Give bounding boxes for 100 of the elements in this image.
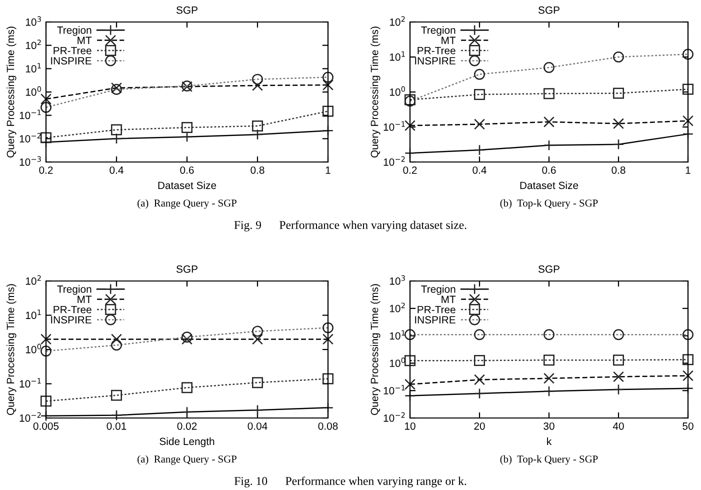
- point: [544, 116, 554, 128]
- text: (a) Range Query - SGP: [138, 199, 236, 209]
- y-axis-title: Query Processing Time (ms): [370, 26, 380, 158]
- text: (a) Range Query - SGP: [138, 455, 236, 465]
- x-tick-label: 0.2: [39, 166, 53, 174]
- y-tick-label: 10$^{−1}$: [384, 121, 405, 131]
- x-tick-label: 1: [686, 166, 690, 174]
- point: [613, 371, 624, 382]
- text: (b) Top-k Query - SGP: [500, 455, 598, 465]
- point: [322, 373, 334, 384]
- point: [252, 80, 263, 91]
- y-tick-label: 10$^{1}$: [26, 310, 41, 320]
- y-tick-label: 10$^{−2}$: [384, 156, 405, 166]
- point: [322, 79, 334, 90]
- point: [474, 388, 485, 400]
- y-tick-label: 10$^{0}$: [390, 86, 406, 96]
- point: [40, 132, 52, 144]
- point: [322, 334, 334, 345]
- legend-label: PR-Tree: [418, 306, 456, 314]
- point: [613, 354, 624, 366]
- point: [40, 396, 52, 407]
- x-tick-label: 0.2: [403, 166, 417, 174]
- y-tick-label: 10$^{2}$: [26, 275, 41, 285]
- legend-label: INSPIRE: [51, 316, 92, 324]
- y-tick-label: 10$^{3}$: [390, 275, 405, 285]
- x-axis-title: Dataset Size: [158, 181, 216, 190]
- x-tick-label: 0.005: [33, 422, 59, 430]
- chart-title: SGP: [176, 265, 198, 273]
- legend-label: MT: [78, 36, 92, 44]
- point: [252, 334, 263, 345]
- x-tick-label: 0.08: [318, 422, 338, 430]
- point: [682, 84, 694, 95]
- x-axis-title: Side Length: [160, 437, 214, 448]
- y-tick-label: 10$^{−1}$: [20, 110, 41, 120]
- legend-label: Tregion: [57, 285, 92, 295]
- y-axis-title: Query Processing Time (ms): [6, 284, 16, 415]
- point: [182, 382, 192, 394]
- legend-label: MT: [78, 296, 92, 303]
- x-tick-label: 0.8: [612, 166, 626, 174]
- point: [322, 106, 334, 117]
- legend-label: INSPIRE: [415, 57, 456, 65]
- y-tick-label: 10$^{2}$: [390, 302, 405, 312]
- point: [252, 377, 263, 388]
- y-tick-label: 10$^{1}$: [390, 51, 405, 61]
- y-tick-label: 10$^{−1}$: [20, 378, 41, 388]
- x-tick-label: 0.01: [106, 422, 126, 430]
- x-tick-label: 1: [326, 166, 330, 174]
- point: [111, 124, 122, 136]
- legend-label: INSPIRE: [415, 316, 456, 324]
- legend-label: PR-Tree: [418, 47, 456, 54]
- point: [613, 384, 624, 395]
- y-tick-label: 10$^{−3}$: [20, 156, 41, 166]
- y-tick-label: 10$^{−2}$: [20, 132, 41, 142]
- point: [474, 355, 485, 366]
- x-tick-label: 0.6: [180, 166, 194, 174]
- x-tick-label: 0.4: [110, 166, 124, 174]
- x-tick-label: 40: [612, 422, 624, 430]
- y-tick-label: 10$^{−1}$: [384, 385, 405, 394]
- point: [474, 88, 485, 100]
- x-tick-label: 0.4: [472, 166, 486, 174]
- x-tick-label: 50: [682, 422, 694, 430]
- legend-label: Tregion: [421, 285, 456, 295]
- point: [474, 118, 485, 130]
- point: [544, 354, 554, 366]
- point: [474, 144, 485, 156]
- y-tick-label: 10$^{2}$: [390, 16, 405, 26]
- legend-label: Tregion: [57, 26, 92, 36]
- point: [474, 374, 485, 386]
- chart-title: SGP: [176, 6, 198, 14]
- legend-label: PR-Tree: [54, 47, 92, 54]
- y-tick-label: 10$^{3}$: [26, 16, 41, 26]
- point: [111, 390, 122, 401]
- x-tick-label: 20: [474, 422, 485, 430]
- y-tick-label: 10$^{−2}$: [20, 412, 41, 422]
- y-tick-label: 10$^{2}$: [26, 40, 41, 50]
- y-tick-label: 10$^{1}$: [390, 330, 405, 340]
- y-axis-title: Query Processing Time (ms): [370, 284, 380, 415]
- x-axis-title: Dataset Size: [520, 181, 578, 190]
- legend-label: Tregion: [421, 26, 456, 36]
- chart-title: SGP: [538, 6, 560, 14]
- legend-label: PR-Tree: [54, 306, 92, 314]
- x-tick-label: 0.02: [177, 422, 197, 430]
- caption: Fig. 10 Performance when varying range or k.: [234, 476, 466, 488]
- x-tick-label: 0.8: [250, 166, 264, 174]
- point: [40, 334, 52, 345]
- x-tick-label: 0.6: [542, 166, 556, 174]
- point: [404, 355, 416, 366]
- point: [252, 120, 263, 132]
- y-tick-label: 10$^{−2}$: [384, 412, 405, 422]
- x-tick-label: 10: [405, 422, 416, 430]
- point: [682, 354, 694, 366]
- text: (b) Top-k Query - SGP: [500, 199, 598, 209]
- legend-label: INSPIRE: [51, 57, 92, 65]
- y-tick-label: 10$^{0}$: [26, 86, 42, 96]
- chart-title: SGP: [538, 265, 560, 273]
- x-tick-label: 0.04: [248, 422, 268, 430]
- point: [613, 118, 624, 130]
- y-axis-title: Query Processing Time (ms): [6, 26, 16, 158]
- y-tick-label: 10$^{0}$: [26, 344, 42, 354]
- x-axis-title: k: [547, 437, 552, 445]
